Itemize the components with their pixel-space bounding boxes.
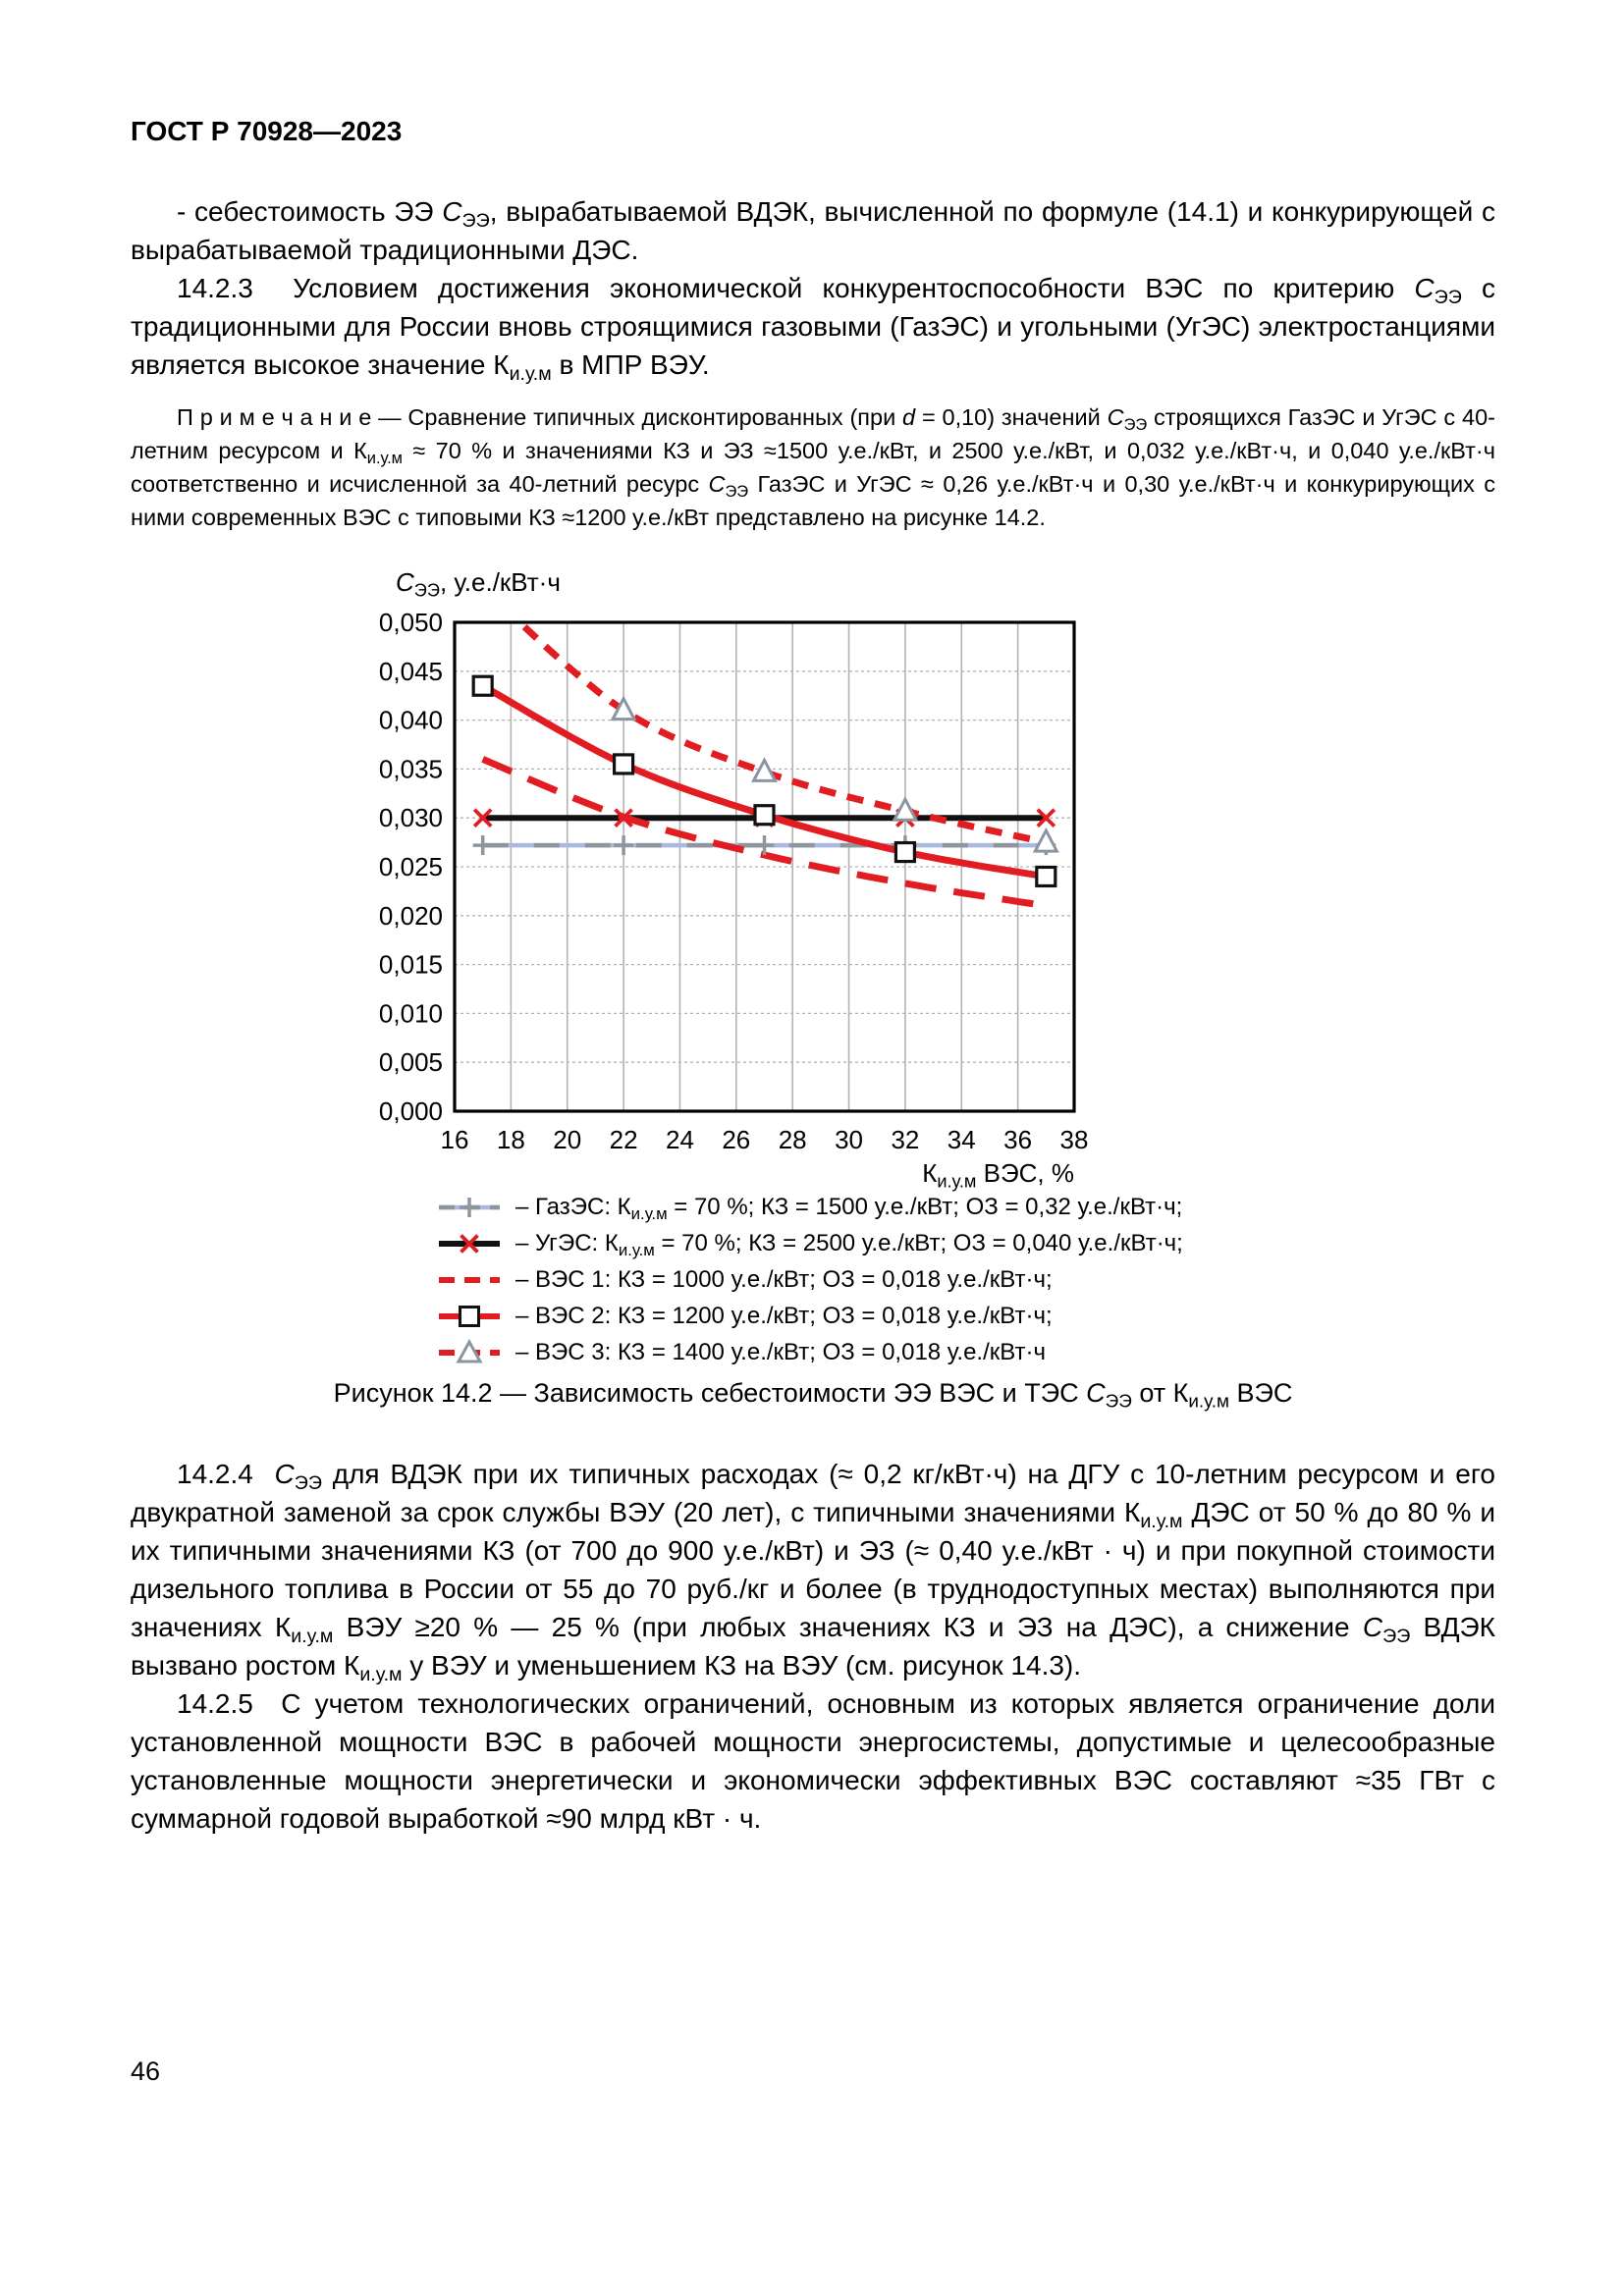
svg-text:24: 24 <box>666 1125 694 1154</box>
legend-swatch-ves1 <box>439 1277 500 1283</box>
svg-text:20: 20 <box>553 1125 581 1154</box>
legend-row-uges: – УгЭС: Ки.у.м = 70 %; КЗ = 2500 у.е./кВ… <box>437 1230 1183 1260</box>
legend-label-gazes: – ГазЭС: Ки.у.м = 70 %; КЗ = 1500 у.е./к… <box>515 1194 1183 1224</box>
figure-caption: Рисунок 14.2 — Зависимость себестоимости… <box>333 1378 1293 1413</box>
svg-text:0,030: 0,030 <box>379 803 443 832</box>
chart-y-axis-title: СЭЭ, у.е./кВт·ч <box>396 567 561 601</box>
svg-text:34: 34 <box>947 1125 976 1154</box>
top-text-block: - себестоимость ЭЭ СЭЭ, вырабатываемой В… <box>131 192 1495 534</box>
legend-row-ves2: – ВЭС 2: КЗ = 1200 у.е./кВт; ОЗ = 0,018 … <box>437 1303 1183 1330</box>
svg-text:0,045: 0,045 <box>379 657 443 686</box>
paragraph-14-2-3: 14.2.3 Условием достижения экономической… <box>131 273 1496 385</box>
paragraph-cost-item: - себестоимость ЭЭ СЭЭ, вырабатываемой В… <box>131 196 1495 265</box>
svg-text:0,035: 0,035 <box>379 754 443 783</box>
legend-label-ves1: – ВЭС 1: КЗ = 1000 у.е./кВт; ОЗ = 0,018 … <box>515 1266 1053 1293</box>
note-paragraph: П р и м е ч а н и е — Сравнение типичных… <box>131 404 1495 530</box>
cost-vs-utilization-chart: 16 18 20 22 24 26 28 30 32 34 36 38 0,000 0,005 0,010 0… <box>379 608 1089 1154</box>
svg-text:16: 16 <box>441 1125 469 1154</box>
svg-text:0,015: 0,015 <box>379 950 443 980</box>
chart-legend: – ГазЭС: Ки.у.м = 70 %; КЗ = 1500 у.е./к… <box>437 1194 1183 1375</box>
svg-text:38: 38 <box>1060 1125 1089 1154</box>
legend-swatch-gazes <box>439 1198 500 1217</box>
svg-text:0,040: 0,040 <box>379 706 443 735</box>
svg-text:0,000: 0,000 <box>379 1096 443 1126</box>
svg-text:26: 26 <box>722 1125 750 1154</box>
legend-row-ves1: – ВЭС 1: КЗ = 1000 у.е./кВт; ОЗ = 0,018 … <box>437 1266 1183 1294</box>
legend-swatch-uges <box>439 1234 500 1254</box>
svg-text:22: 22 <box>610 1125 638 1154</box>
svg-text:36: 36 <box>1003 1125 1032 1154</box>
svg-text:0,050: 0,050 <box>379 608 443 637</box>
page-number: 46 <box>131 2056 161 2086</box>
paragraph-14-2-5: 14.2.5 С учетом технологических ограниче… <box>131 1688 1495 1834</box>
legend-row-gazes: – ГазЭС: Ки.у.м = 70 %; КЗ = 1500 у.е./к… <box>437 1194 1183 1224</box>
chart-x-axis-title: Ки.у.м ВЭС, % <box>922 1158 1074 1192</box>
svg-text:0,020: 0,020 <box>379 901 443 931</box>
figure-14-2: СЭЭ, у.е./кВт·ч 16 18 20 22 24 26 28 30 32 34 36 38… <box>356 565 1183 1400</box>
svg-text:30: 30 <box>835 1125 863 1154</box>
svg-text:32: 32 <box>891 1125 919 1154</box>
standard-designation: ГОСТ Р 70928—2023 <box>131 116 403 146</box>
legend-label-ves3: – ВЭС 3: КЗ = 1400 у.е./кВт; ОЗ = 0,018 … <box>515 1339 1046 1365</box>
svg-text:0,010: 0,010 <box>379 998 443 1028</box>
legend-label-ves2: – ВЭС 2: КЗ = 1200 у.е./кВт; ОЗ = 0,018 … <box>515 1303 1053 1329</box>
legend-row-ves3: – ВЭС 3: КЗ = 1400 у.е./кВт; ОЗ = 0,018 … <box>437 1339 1183 1366</box>
legend-label-uges: – УгЭС: Ки.у.м = 70 %; КЗ = 2500 у.е./кВ… <box>515 1230 1183 1260</box>
legend-swatch-ves2 <box>439 1306 500 1327</box>
bottom-text-block: 14.2.4 СЭЭ для ВДЭК при их типичных расх… <box>131 1455 1495 1838</box>
svg-text:18: 18 <box>497 1125 525 1154</box>
svg-text:28: 28 <box>779 1125 807 1154</box>
legend-swatch-ves3 <box>439 1339 500 1363</box>
paragraph-14-2-4: 14.2.4 СЭЭ для ВДЭК при их типичных расх… <box>131 1459 1495 1685</box>
svg-text:0,025: 0,025 <box>379 852 443 881</box>
svg-text:0,005: 0,005 <box>379 1047 443 1077</box>
